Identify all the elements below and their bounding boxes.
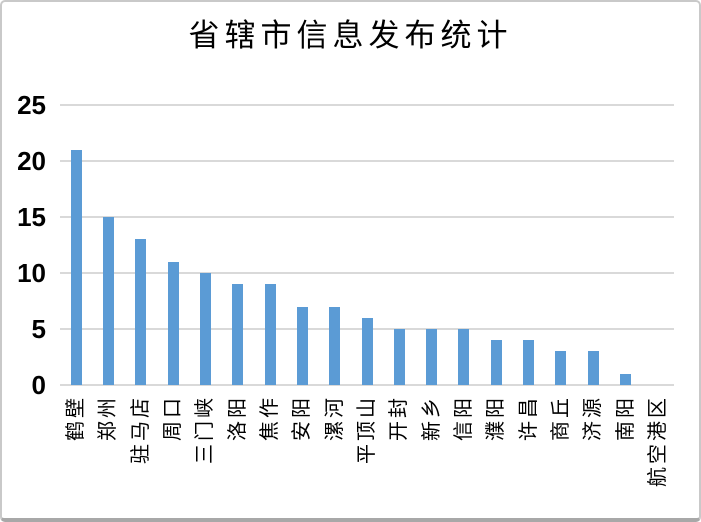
x-tick-label: 平顶山 bbox=[356, 395, 378, 464]
x-tick-label: 安阳 bbox=[291, 395, 314, 441]
bar bbox=[587, 351, 599, 385]
bar bbox=[199, 273, 211, 385]
y-tick-label: 15 bbox=[17, 202, 46, 232]
x-axis-line bbox=[60, 384, 674, 386]
y-tick-label: 0 bbox=[31, 370, 46, 400]
bar bbox=[329, 306, 341, 385]
y-gridline bbox=[60, 272, 674, 274]
x-tick-label: 航空港区 bbox=[646, 395, 669, 487]
y-tick-label: 10 bbox=[17, 258, 46, 288]
chart-title: 省辖市信息发布统计 bbox=[188, 18, 513, 53]
y-gridline bbox=[60, 216, 674, 218]
x-tick-label: 驻马店 bbox=[129, 395, 152, 464]
bar bbox=[264, 284, 276, 385]
bar bbox=[102, 217, 114, 385]
bar bbox=[458, 329, 470, 385]
y-gridline bbox=[60, 160, 674, 162]
x-tick-label: 南阳 bbox=[614, 395, 637, 441]
bar bbox=[232, 284, 244, 385]
bar bbox=[426, 329, 438, 385]
x-tick-label: 开封 bbox=[388, 395, 411, 441]
bar bbox=[361, 317, 373, 385]
bar bbox=[523, 340, 535, 385]
x-tick-label: 信阳 bbox=[452, 395, 475, 441]
x-tick-label: 洛阳 bbox=[226, 395, 249, 441]
bar bbox=[393, 329, 405, 385]
x-tick-label: 新乡 bbox=[420, 395, 443, 441]
x-tick-label: 鹤壁 bbox=[65, 395, 88, 441]
y-gridline bbox=[60, 104, 674, 106]
bar bbox=[70, 149, 82, 385]
x-tick-label: 焦作 bbox=[259, 395, 282, 441]
y-tick-label: 25 bbox=[17, 90, 46, 120]
x-tick-label: 济源 bbox=[582, 395, 605, 441]
y-tick-label: 5 bbox=[31, 314, 46, 344]
x-tick-label: 漯河 bbox=[323, 395, 346, 441]
x-tick-label: 三门峡 bbox=[194, 395, 217, 464]
x-tick-label: 许昌 bbox=[517, 395, 540, 441]
bar bbox=[167, 261, 179, 385]
bar bbox=[555, 351, 567, 385]
bar bbox=[620, 373, 632, 385]
bar bbox=[490, 340, 502, 385]
x-tick-label: 濮阳 bbox=[485, 395, 508, 441]
x-tick-label: 周口 bbox=[162, 395, 185, 441]
x-tick-label: 商丘 bbox=[549, 395, 572, 441]
y-tick-label: 20 bbox=[17, 146, 46, 176]
bar bbox=[296, 306, 308, 385]
bar bbox=[135, 239, 147, 385]
x-tick-label: 郑州 bbox=[97, 395, 120, 441]
